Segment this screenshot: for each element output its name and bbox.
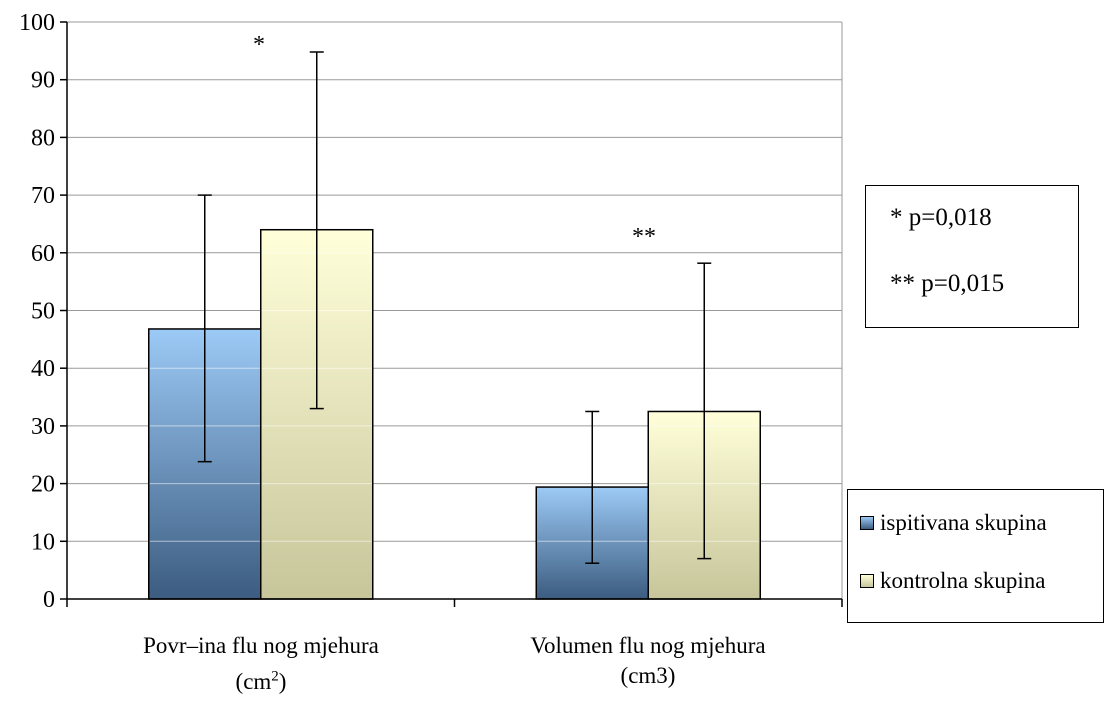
legend-item-series-2: kontrolna skupina (860, 568, 1045, 594)
y-tick-label: 100 (19, 10, 55, 36)
significance-note-1: * p=0,018 (890, 204, 992, 231)
x-category-label-2-line-1: Volumen flu nog mjehura (530, 633, 766, 658)
legend-swatch-series-2 (860, 574, 874, 588)
y-tick-label: 0 (43, 587, 55, 613)
y-tick-label: 20 (31, 472, 55, 498)
significance-marker-2: ** (632, 224, 656, 250)
x-category-label-1: Povr–ina flu nog mjehura (cm2) (81, 633, 441, 696)
y-tick-label: 50 (31, 299, 55, 325)
y-tick-label: 30 (31, 414, 55, 440)
y-tick-label: 40 (31, 356, 55, 382)
y-tick-label: 10 (31, 529, 55, 555)
y-tick-label: 60 (31, 241, 55, 267)
y-tick-label: 80 (31, 125, 55, 151)
legend-label-series-2: kontrolna skupina (880, 568, 1046, 593)
legend-swatch-series-1 (860, 516, 874, 530)
y-tick-label: 70 (31, 183, 55, 209)
x-category-label-2-line-2: (cm3) (620, 663, 676, 688)
significance-box: * p=0,018 ** p=0,015 (865, 185, 1079, 328)
x-category-label-2: Volumen flu nog mjehura (cm3) (468, 633, 828, 690)
y-tick-label: 90 (31, 68, 55, 94)
significance-marker-1: * (253, 32, 265, 58)
x-category-label-1-line-1: Povr–ina flu nog mjehura (143, 633, 379, 658)
legend: ispitivana skupina kontrolna skupina (847, 489, 1104, 623)
legend-item-series-1: ispitivana skupina (860, 510, 1047, 536)
x-category-label-1-line-2: (cm2) (235, 668, 287, 694)
legend-label-series-1: ispitivana skupina (880, 510, 1047, 535)
significance-note-2: ** p=0,015 (890, 270, 1005, 297)
